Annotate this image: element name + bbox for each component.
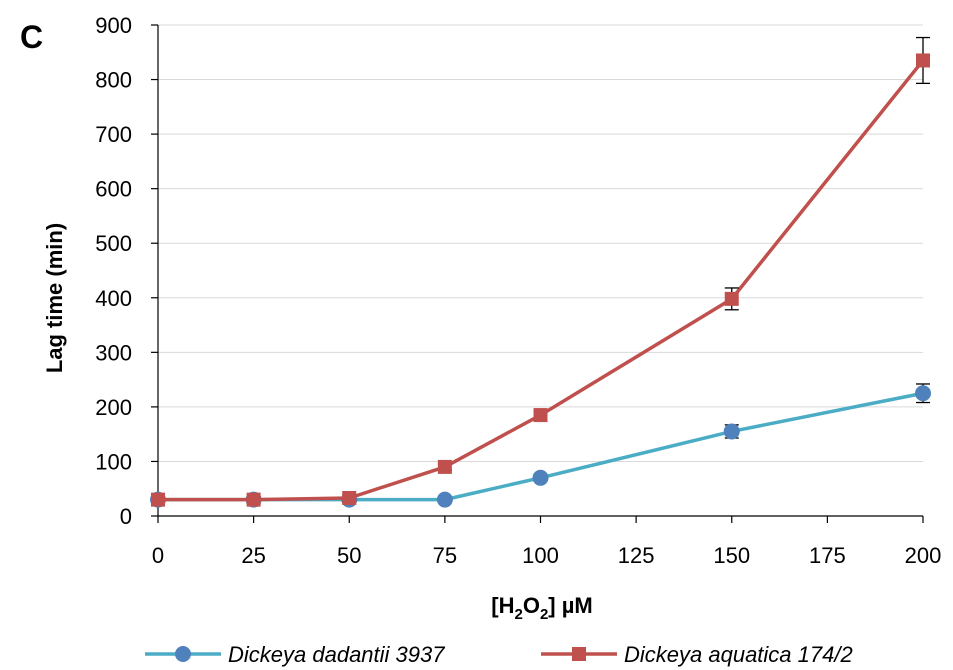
legend-item-dadantii: Dickeya dadantii 3937 (145, 642, 445, 667)
series-group (150, 36, 931, 508)
x-tick-label-100: 100 (522, 543, 559, 568)
x-tick-labels: 0 25 50 75 100 125 150 175 200 (152, 543, 941, 568)
x-tick-label-75: 75 (433, 543, 457, 568)
y-tick-label-200: 200 (95, 395, 132, 420)
series-0-point-4 (532, 469, 549, 486)
y-tick-label-600: 600 (95, 177, 132, 202)
gridlines (158, 24, 923, 462)
y-tick-label-0: 0 (120, 504, 132, 529)
series-1 (151, 36, 930, 507)
y-tick-label-300: 300 (95, 340, 132, 365)
series-0-point-6 (915, 385, 931, 402)
y-tick-label-500: 500 (95, 231, 132, 256)
x-tick-label-125: 125 (618, 543, 655, 568)
series-1-point-6 (916, 53, 930, 68)
x-tick-label-25: 25 (241, 543, 265, 568)
panel-label: C (20, 19, 43, 55)
y-tick-label-100: 100 (95, 449, 132, 474)
y-tick-label-900: 900 (95, 13, 132, 38)
x-axis-label: [H2O2] µM (491, 593, 592, 623)
series-1-point-5 (724, 291, 739, 306)
legend: Dickeya dadantii 3937 Dickeya aquatica 1… (145, 642, 853, 667)
y-axis-label: Lag time (min) (42, 223, 67, 373)
x-tick-label-50: 50 (337, 543, 361, 568)
series-1-point-4 (533, 408, 548, 423)
x-tick-label-150: 150 (713, 543, 750, 568)
legend-label-aquatica: Dickeya aquatica 174/2 (624, 642, 853, 667)
series-1-point-0 (151, 492, 165, 507)
y-tick-label-400: 400 (95, 286, 132, 311)
series-0-point-3 (436, 491, 453, 508)
series-1-point-2 (342, 490, 357, 505)
legend-item-aquatica: Dickeya aquatica 174/2 (541, 642, 853, 667)
series-0-point-5 (723, 423, 740, 440)
series-0 (150, 383, 931, 508)
y-tick-labels: 0 100 200 300 400 500 600 700 800 900 (95, 13, 132, 529)
x-tick-label-175: 175 (809, 543, 846, 568)
series-1-point-3 (437, 459, 452, 474)
series-1-point-1 (246, 492, 261, 507)
x-tick-label-200: 200 (905, 543, 942, 568)
x-tick-label-0: 0 (152, 543, 164, 568)
y-tick-label-800: 800 (95, 68, 132, 93)
legend-label-dadantii: Dickeya dadantii 3937 (228, 642, 445, 667)
y-tick-label-700: 700 (95, 122, 132, 147)
series-1-line (158, 59, 925, 502)
axes (151, 24, 924, 523)
